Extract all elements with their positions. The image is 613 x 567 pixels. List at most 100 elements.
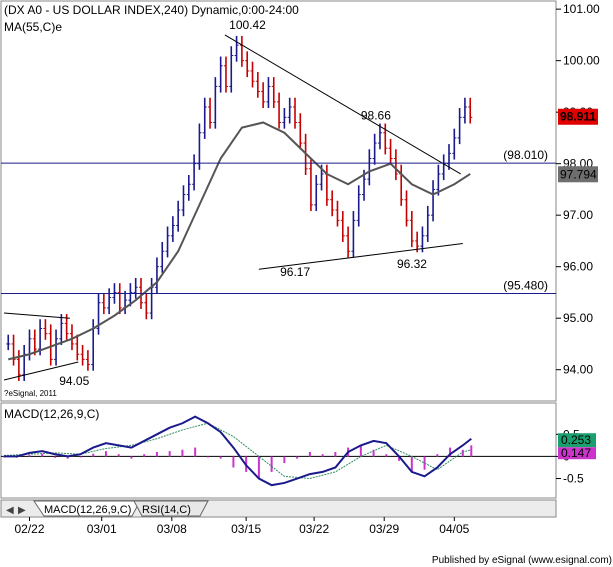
price-bar <box>346 226 351 258</box>
price-bar <box>330 190 335 217</box>
price-bar <box>234 35 239 62</box>
price-bar <box>69 324 74 351</box>
price-bar <box>298 113 303 150</box>
histogram-bar <box>79 456 82 458</box>
price-tick-label: 95.00 <box>563 311 593 325</box>
histogram-bar <box>206 456 209 458</box>
price-bar <box>420 226 425 253</box>
price-bar <box>372 133 377 165</box>
price-axis: 101.00100.0099.0098.0097.0096.0095.0094.… <box>556 2 600 377</box>
price-bar <box>266 77 271 109</box>
tab-rsi[interactable] <box>133 500 209 517</box>
level-label-1: (95.480) <box>503 278 548 292</box>
price-bar <box>314 175 319 212</box>
price-bar <box>32 329 37 356</box>
annotation-2: 96.17 <box>280 265 310 279</box>
price-bar <box>101 293 106 315</box>
macd-value-tag: 0.253 <box>558 433 596 448</box>
price-bar <box>170 216 175 242</box>
histogram-bar <box>334 452 337 457</box>
price-bar <box>377 123 382 150</box>
price-bars <box>6 35 473 382</box>
tab-scroll-left-icon[interactable]: ◀ <box>6 505 14 516</box>
tab-rsi-label: RSI(14,C) <box>142 504 191 516</box>
price-bar <box>250 61 255 88</box>
price-bar <box>186 175 191 201</box>
price-bar <box>144 293 149 320</box>
price-bar <box>271 77 276 109</box>
price-bar <box>218 56 223 93</box>
tab-macd[interactable] <box>33 500 141 517</box>
price-bar <box>446 144 451 170</box>
price-bar <box>229 46 234 93</box>
price-bar <box>245 51 250 78</box>
histogram-bar <box>28 455 31 457</box>
date-tick-label: 03/08 <box>157 522 187 536</box>
price-bar <box>468 97 473 124</box>
price-bar <box>383 123 388 155</box>
price-bar <box>85 350 90 371</box>
price-tick-label: 97.00 <box>563 208 593 222</box>
moving-average-line <box>8 121 471 361</box>
last-price-tag: 98.911 <box>558 108 598 125</box>
price-bar <box>96 293 101 335</box>
histogram-bar <box>321 454 324 457</box>
date-tick-label: 03/15 <box>231 522 261 536</box>
macd-value-label: 0.253 <box>561 433 591 447</box>
date-tick-label: 02/22 <box>14 522 44 536</box>
date-axis: 02/22 03/01 03/08 03/15 03/22 03/29 04/05 <box>14 517 470 536</box>
tab-macd-label: MACD(12,26,9,C) <box>44 504 131 516</box>
histogram-bar <box>372 449 375 457</box>
watermark: ?eSignal, 2011 <box>4 389 57 398</box>
annotation-3: 96.32 <box>397 257 427 271</box>
chart-title: (DX A0 - US DOLLAR INDEX,240) Dynamic,0:… <box>4 3 299 17</box>
price-pane <box>0 0 557 402</box>
indicator-tabs: ◀ ▶ MACD(12,26,9,C) RSI(14,C) <box>0 499 557 518</box>
price-bar <box>255 71 260 98</box>
tab-scroll-right-icon[interactable]: ▶ <box>18 505 26 516</box>
date-tick-label: 03/22 <box>299 522 329 536</box>
price-bar <box>277 92 282 129</box>
price-bar <box>409 211 414 248</box>
price-bar <box>54 329 59 366</box>
price-bar <box>340 211 345 242</box>
histogram-bar <box>470 445 473 457</box>
histogram-bar <box>283 456 286 464</box>
trendline-3 <box>3 361 79 381</box>
footer-credit: Published by eSignal (www.esignal.com) <box>432 555 612 566</box>
price-bar <box>16 350 21 382</box>
price-bar <box>80 344 85 366</box>
price-tick-label: 94.00 <box>563 363 593 377</box>
price-bar <box>208 97 213 129</box>
price-bar <box>128 283 133 307</box>
histogram-bar <box>41 453 44 457</box>
histogram-bar <box>232 456 235 468</box>
ma-label: MA(55,C)e <box>4 20 62 34</box>
price-bar <box>282 108 287 129</box>
signal-value-tag: 0.147 <box>558 446 596 460</box>
histogram-bar <box>359 445 362 457</box>
histogram-bar <box>143 454 146 457</box>
histogram-bar <box>270 456 273 472</box>
macd-tick-label: -0.5 <box>563 472 584 486</box>
price-bar <box>457 108 462 145</box>
histogram-bar <box>219 456 222 459</box>
histogram-bar <box>436 454 439 457</box>
histogram-bar <box>130 456 133 459</box>
histogram-bar <box>194 447 197 457</box>
price-bar <box>202 97 207 139</box>
price-bar <box>133 278 138 299</box>
price-bar <box>335 200 340 227</box>
ma-value-label: 97.794 <box>560 167 597 181</box>
annotation-4: 94.05 <box>59 374 89 388</box>
price-bar <box>38 319 43 356</box>
price-bar <box>404 190 409 227</box>
price-bar <box>388 138 393 165</box>
histogram-bar <box>66 456 69 459</box>
price-bar <box>293 97 298 129</box>
price-bar <box>367 149 372 186</box>
price-bar <box>192 154 197 191</box>
macd-signal-line <box>3 422 472 480</box>
trendline-0 <box>224 34 461 175</box>
